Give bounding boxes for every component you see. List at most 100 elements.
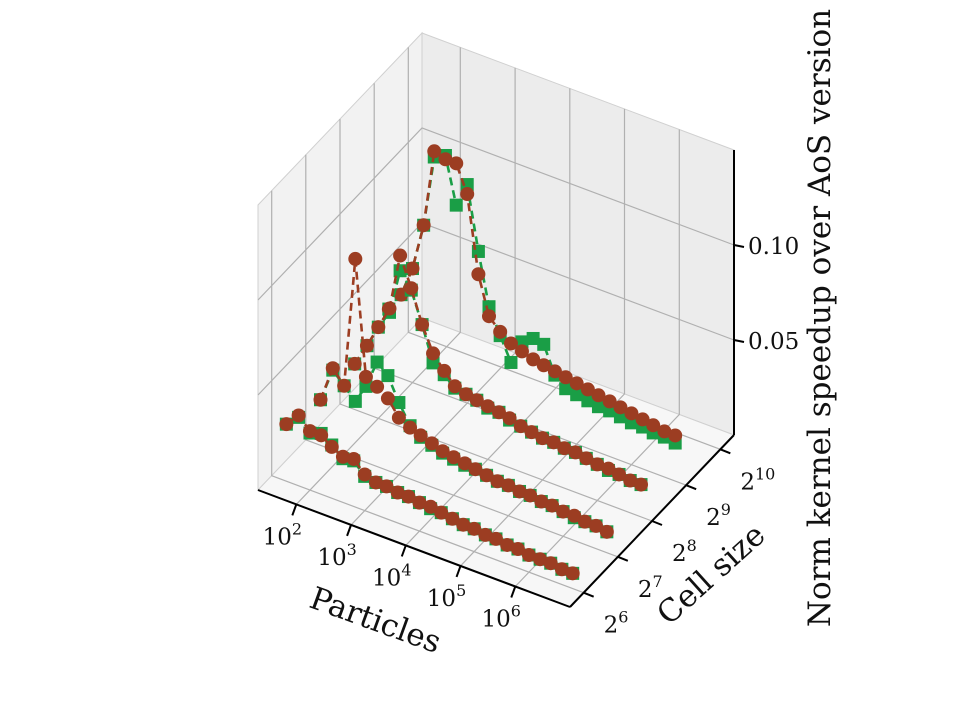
series-1-line-2-point-8 (437, 363, 452, 378)
series-1-line-3-point-21 (613, 400, 628, 415)
z-tick-1 (733, 244, 745, 248)
x-tick-1 (346, 524, 352, 537)
series-1-line-1-point-22 (556, 504, 571, 519)
series-1-line-2-point-7 (426, 346, 441, 361)
data-series (279, 144, 683, 581)
series-1-line-0-point-19 (488, 531, 503, 546)
y-tick-4 (719, 448, 731, 455)
series-1-line-0-point-22 (521, 548, 536, 563)
series-1-line-3-point-11 (503, 336, 518, 351)
x-axis-label: Particles (305, 580, 446, 661)
z-tick-label-0: 0.05 (748, 329, 799, 355)
series-1-line-0-point-2 (302, 424, 317, 439)
series-1-line-3-point-22 (624, 406, 639, 421)
series-1-line-2-point-2 (371, 320, 386, 335)
series-1-line-3-point-5 (438, 152, 453, 167)
series-0-line-1-point-4 (359, 379, 373, 393)
series-1-line-1-point-21 (545, 498, 560, 513)
y-tick-0 (583, 591, 595, 598)
z-grid-line-1 (257, 127, 735, 301)
x-tick-0 (291, 504, 298, 516)
series-1-line-0-point-8 (368, 475, 383, 490)
series-1-line-0-point-12 (412, 495, 427, 510)
series-1-line-1-point-24 (577, 514, 592, 529)
grid-lines (257, 47, 735, 594)
series-0-line-3-point-12 (515, 335, 529, 349)
series-1-line-0-point-16 (456, 517, 471, 532)
series-1-line-0-point-23 (533, 552, 548, 567)
series-1-line-0-point-18 (478, 527, 493, 542)
x-axis-line (257, 489, 571, 608)
y-tick-3 (685, 484, 697, 491)
series-1-line-2-point-21 (579, 451, 594, 466)
series-1-line-3-point-20 (602, 394, 617, 409)
x-tick-4 (510, 586, 517, 598)
series-1-line-2-point-12 (480, 399, 495, 414)
series-1-line-1-point-25 (589, 518, 604, 533)
series-1-line-2-point-14 (502, 411, 517, 426)
series-0-line-3-point-22 (624, 416, 638, 430)
series-1-line-3-point-13 (526, 352, 541, 367)
series-1-line-1-point-16 (490, 474, 505, 489)
series-1-line-2-point-4 (393, 248, 408, 263)
y-axis-label: Cell size (650, 517, 772, 632)
series-1-line-2-point-17 (535, 431, 550, 446)
series-1-line-1-point-5 (370, 379, 385, 394)
series-0-line-3-point-9 (482, 300, 496, 314)
series-1-line-2-point-26 (634, 477, 649, 492)
series-1-line-3-point-1 (394, 287, 409, 302)
series-1-line-1-point-10 (424, 436, 439, 451)
series-1-line-0-point-10 (390, 485, 405, 500)
x-tick-label-3: 105 (427, 581, 466, 612)
y-tick-label-0: 26 (604, 608, 629, 639)
series-1-line-3-point-23 (635, 412, 650, 427)
x-tick-label-0: 102 (263, 519, 302, 550)
series-1-line-1-point-20 (534, 494, 549, 509)
series-1-line-2-point-0 (347, 356, 362, 371)
series-1-line-0-point-3 (314, 428, 329, 443)
series-1-line-2-point-15 (513, 419, 528, 434)
y-tick-label-3: 29 (706, 500, 731, 531)
series-1-line-3-point-17 (569, 376, 584, 391)
series-1-line-1-point-14 (468, 462, 483, 477)
y-tick-label-2: 28 (672, 536, 697, 567)
series-1-line-3-point-14 (536, 358, 551, 373)
series-1-line-0-point-9 (379, 479, 394, 494)
y-tick-label-4: 210 (740, 464, 775, 495)
series-1-line-1-point-4 (358, 369, 373, 384)
series-0-line-3-point-6 (449, 198, 463, 212)
x-tick-label-2: 104 (372, 560, 411, 591)
series-1-line-1-point-23 (567, 508, 582, 523)
series-1-line-0-point-25 (554, 562, 569, 577)
series-1-line-1-point-7 (391, 410, 406, 425)
series-1-line-3-point-15 (547, 364, 562, 379)
series-0-line-3-point-11 (504, 355, 518, 369)
series-1-line-1-point-3 (348, 251, 363, 266)
series-1-line-2-point-20 (568, 445, 583, 460)
series-1-line-2-point-13 (491, 405, 506, 420)
series-1-line-2-point-24 (612, 467, 627, 482)
series-1-line-2-point-10 (459, 387, 474, 402)
series-1-line-0-point-21 (510, 542, 525, 557)
series-1-line-0-point-0 (279, 417, 294, 432)
series-1-line-0-point-20 (500, 537, 515, 552)
series-1-line-3-point-2 (405, 261, 420, 276)
series-1-line-0-point-11 (401, 489, 416, 504)
series-1-line-0-point-6 (346, 451, 361, 466)
series-1-line-3-point-6 (449, 156, 464, 171)
series-1-line-3-point-26 (668, 428, 683, 443)
y-tick-1 (617, 555, 629, 562)
series-0-line-1-point-5 (370, 355, 384, 369)
series-1-line-1-point-19 (523, 488, 538, 503)
series-1-line-3-point-25 (657, 424, 672, 439)
series-1-line-0-point-5 (335, 449, 350, 464)
series-1-line-2-point-5 (404, 281, 419, 296)
series-0-line-3-point-20 (603, 404, 617, 418)
series-1-line-0-point-26 (565, 566, 580, 581)
series-1-line-1-point-2 (337, 378, 352, 393)
series-1-line-3-point-19 (591, 388, 606, 403)
axis-ticks: 102 103 104 105 106 26 27 28 29 210 0.05 0.10 (263, 234, 800, 639)
series-1-line-1-point-11 (435, 444, 450, 459)
series-1-line-2-point-11 (469, 393, 484, 408)
series-1-line-3-point-24 (646, 418, 661, 433)
